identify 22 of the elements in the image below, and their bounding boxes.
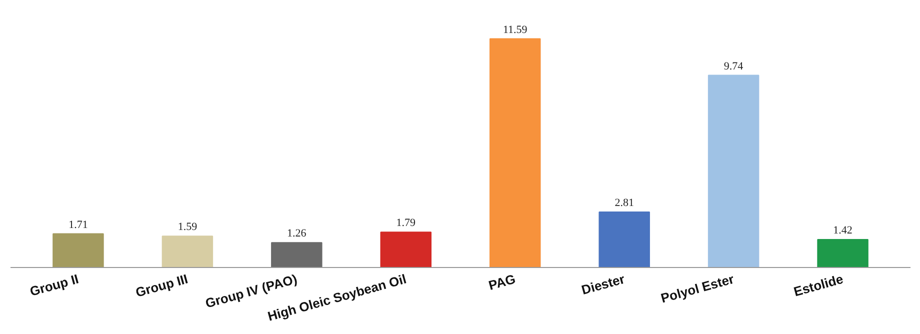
data-label: 1.26 [287,228,307,240]
bar [817,238,868,268]
data-label: 1.71 [68,218,88,231]
bar [598,212,650,268]
data-label: 9.74 [724,60,744,72]
bar [162,236,214,268]
x-tick-label: Diester [580,271,626,298]
bar [52,233,104,268]
data-label: 11.59 [502,24,528,36]
bar [708,74,760,268]
x-tick-label: Estolide [792,271,845,300]
x-tick-label: Polyol Ester [659,271,736,306]
x-tick-label: Group II [28,271,80,300]
bar [271,242,322,268]
x-tick-label: PAG [486,271,518,293]
bar [489,38,541,268]
data-label: 1.79 [396,217,416,230]
data-label: 1.59 [178,221,198,234]
data-label: 2.81 [614,197,634,210]
x-tick-label: Group III [134,271,190,300]
bar [380,232,432,268]
data-label: 1.42 [833,224,852,236]
